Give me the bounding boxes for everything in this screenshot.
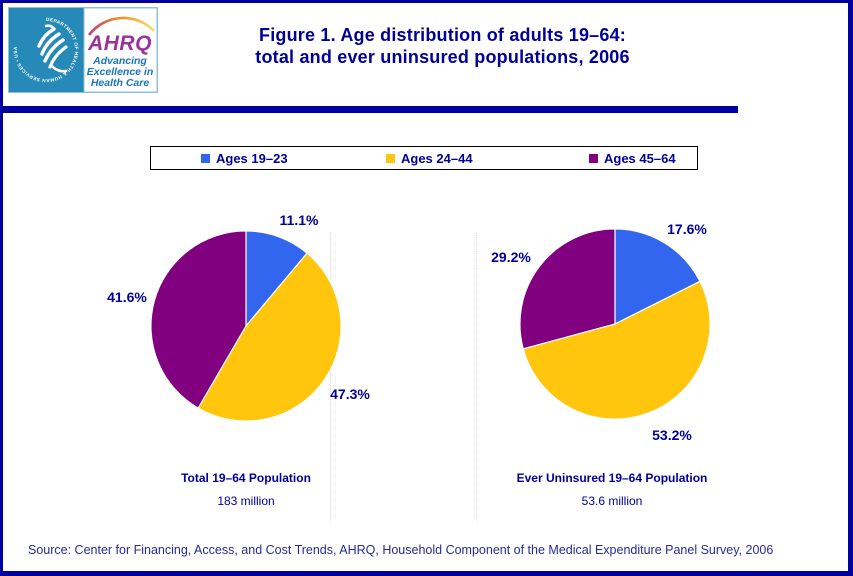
legend-label-ages-19-23: Ages 19–23: [216, 150, 288, 166]
hhs-eagle-icon: [37, 24, 68, 73]
pie-chart-ever-uninsured: [519, 228, 711, 420]
pie-slice-ages-45-64: [519, 228, 616, 350]
pie-slice-ages-19-23: [245, 230, 308, 328]
legend-item-ages-24-44: Ages 24–44: [386, 147, 473, 169]
label-uninsured-ages-19-23: 17.6%: [667, 221, 707, 237]
header-divider-bar: [3, 106, 738, 113]
ahrq-tagline: Advancing Excellence in Health Care: [87, 55, 154, 89]
label-total-ages-45-64: 41.6%: [107, 289, 147, 305]
figure-title: Figure 1. Age distribution of adults 19–…: [150, 24, 735, 68]
pie-chart-total-population: [150, 230, 342, 422]
pie-slice-ages-19-23: [614, 228, 701, 325]
figure-title-line2: total and ever uninsured populations, 20…: [255, 47, 630, 67]
hhs-ahrq-logo-graphic: DEPARTMENT OF HEALTH & HUMAN SERVICES • …: [9, 8, 157, 92]
ahrq-tagline-line1: Advancing: [92, 55, 147, 67]
caption-uninsured-title: Ever Uninsured 19–64 Population: [516, 471, 708, 485]
pie-slice-ages-45-64: [150, 230, 247, 409]
ahrq-wordmark: AHRQ: [87, 32, 152, 55]
column-guide-line: [330, 232, 331, 522]
page-border-right: [848, 0, 853, 576]
ahrq-tagline-line3: Health Care: [91, 77, 150, 89]
column-guide-line: [476, 232, 477, 522]
label-uninsured-ages-24-44: 53.2%: [652, 427, 692, 443]
legend-swatch-ages-45-64: [589, 153, 598, 163]
caption-total-title: Total 19–64 Population: [181, 471, 311, 485]
label-total-ages-19-23: 11.1%: [279, 212, 319, 228]
legend-box: Ages 19–23 Ages 24–44 Ages 45–64: [150, 146, 698, 170]
legend-label-ages-45-64: Ages 45–64: [604, 150, 676, 166]
label-total-ages-24-44: 47.3%: [330, 386, 370, 402]
ahrq-panel: [83, 8, 157, 92]
figure-title-line1: Figure 1. Age distribution of adults 19–…: [259, 25, 626, 45]
caption-uninsured-subtitle: 53.6 million: [581, 494, 643, 508]
legend-item-ages-19-23: Ages 19–23: [201, 147, 288, 169]
label-uninsured-ages-45-64: 29.2%: [491, 249, 531, 265]
source-note: Source: Center for Financing, Access, an…: [28, 543, 774, 557]
hhs-seal: [9, 8, 84, 92]
page-border-left: [0, 0, 3, 576]
hhs-ahrq-logo: DEPARTMENT OF HEALTH & HUMAN SERVICES • …: [8, 7, 158, 93]
legend-item-ages-45-64: Ages 45–64: [589, 147, 676, 169]
rainbow-arc-icon: [87, 16, 155, 36]
legend-swatch-ages-19-23: [201, 153, 210, 163]
pie-slice-ages-24-44: [197, 252, 342, 422]
ahrq-tagline-line2: Excellence in: [87, 66, 154, 78]
page-border-top: [0, 0, 853, 3]
caption-total-subtitle: 183 million: [217, 494, 275, 508]
legend-label-ages-24-44: Ages 24–44: [401, 150, 473, 166]
pie-slice-ages-24-44: [522, 280, 711, 420]
page-border-bottom: [0, 571, 853, 576]
legend-swatch-ages-24-44: [386, 153, 395, 163]
